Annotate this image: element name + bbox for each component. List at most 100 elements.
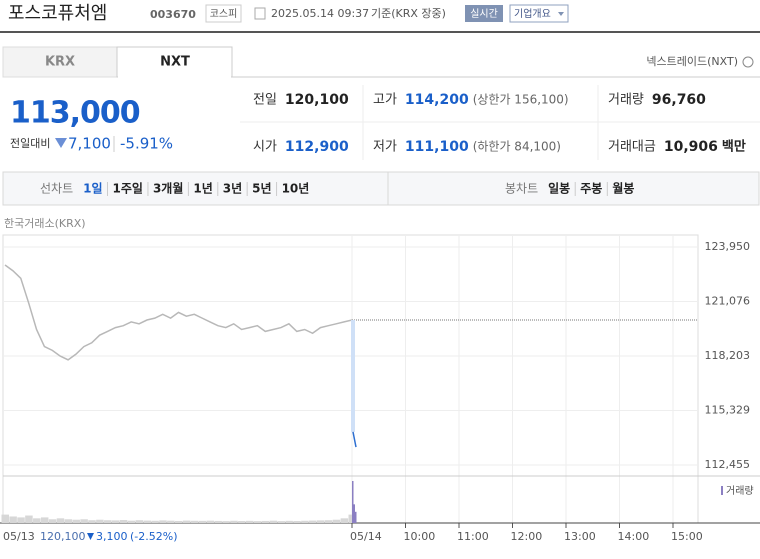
stat-value: 10,906 [664,139,718,155]
volume-bar [40,517,49,523]
periods: 선차트 1일 1주일 3개월 1년 3년 5년 10년 봉차트 일봉 주봉 월봉 [40,181,634,196]
change-rate: -5.91% [120,135,173,153]
stat-label: 거래량 [608,93,644,108]
market-badge [205,4,242,23]
volume-bar [25,515,33,523]
volume-bar [48,519,57,523]
price: 113,000 [10,96,140,131]
nxt-link[interactable]: 넥스트레이드(NXT) [646,55,738,68]
volume-bar [301,520,309,523]
volume-bar [253,521,262,523]
period-item[interactable]: 5년 [252,182,271,196]
volume-bar [56,518,65,523]
volume-bar [238,521,246,523]
period-item[interactable]: 3개월 [153,181,183,196]
volume-bar [269,520,278,523]
volume-bar [143,520,151,523]
chart-source: 한국거래소(KRX) [4,217,86,230]
tab-label[interactable]: NXT [160,55,190,70]
y-tick-label: 112,455 [705,458,751,471]
volume-bar [324,520,333,523]
volume-bar [214,520,222,523]
stat-label: 시가 [253,140,277,155]
volume-bar [332,519,341,523]
stock-name: 포스코퓨처엠 [8,3,107,24]
volume-bar [127,520,136,523]
y-tick-label: 115,329 [705,403,751,416]
stat-note: (상한가 156,100) [473,93,569,107]
stat-label: 거래대금 [608,140,656,155]
volume-bar [190,520,199,523]
volume-legend-key [721,486,723,495]
volume-bar [355,511,357,523]
volume-bar [285,520,293,523]
stat-value: 96,760 [652,92,706,108]
stat-value: 120,100 [285,92,349,108]
plot-frame [2,234,699,524]
dropdown-icon [558,12,564,16]
chart: 05/14 10:00 11:00 12:00 13:00 14:00 15:00 123,9… [0,234,760,543]
x-tick-label: 14:00 [618,530,650,543]
period-item[interactable]: 1년 [193,182,212,196]
volume-bar [135,520,144,523]
volume-bar [340,518,349,523]
volume-bar [316,520,325,523]
volume-bar [96,519,104,523]
volume-bar [33,518,41,523]
volume-bar [175,520,183,523]
volume-bar [167,520,175,523]
tab-nxt[interactable] [116,46,233,78]
x-tick-label: 15:00 [671,530,703,543]
volume-bar [353,504,355,523]
y-tick-label: 121,076 [705,295,751,308]
volume-bar [261,520,270,523]
volume-bar [277,521,286,523]
x-tick-label: 10:00 [404,530,436,543]
stat-value: 114,200 [405,92,469,108]
period-item[interactable]: 3년 [223,182,242,196]
period-label: 봉차트 [505,182,538,196]
stat-label: 전일 [253,93,277,108]
footer-rate: (-2.52%) [130,530,178,543]
footer-change: 3,100 [96,530,128,543]
price-line-prev [4,264,353,361]
volume-bar [88,520,96,523]
company-button[interactable] [509,4,569,23]
period-label: 선차트 [40,182,73,196]
period-item[interactable]: 10년 [282,182,310,196]
volume-bar [64,519,73,523]
tab-label[interactable]: KRX [45,55,75,70]
volume-bar [293,521,301,523]
period-item[interactable]: 1일 [83,182,102,196]
period-item[interactable]: 1주일 [113,182,143,196]
company[interactable]: 기업개요 [514,7,551,20]
down-icon [55,138,67,148]
stat-label: 고가 [373,93,397,108]
x-tick-label: 11:00 [457,530,489,543]
volume-bar [222,521,230,523]
period-item[interactable]: 월봉 [612,181,634,196]
volume-bar [1,514,9,523]
down-icon [87,533,94,540]
volume-bar [119,520,128,523]
y-tick-label: 118,203 [705,349,751,362]
volume-bar [309,520,317,523]
stat-note: (하한가 84,100) [473,140,561,154]
volume-bar [104,520,112,523]
period-item[interactable]: 일봉 [548,182,570,196]
volume-bar [72,519,80,523]
tab-krx[interactable] [2,46,118,78]
basis: 기준(KRX 장중) [371,7,446,20]
volume-bar [182,520,191,523]
link-icon [742,56,754,68]
volume-bar [80,519,88,523]
stats: 전일 120,100 고가 114,200 (상한가 156,100) 거래량 96,760… [253,92,746,155]
period-item[interactable]: 주봉 [580,182,602,196]
realtime: 실시간 [470,8,498,20]
x-tick-label: 05/14 [350,530,382,543]
volume-bar [111,520,120,523]
footer-close: 120,100 [40,530,86,543]
volume-legend: 거래량 [726,485,754,497]
